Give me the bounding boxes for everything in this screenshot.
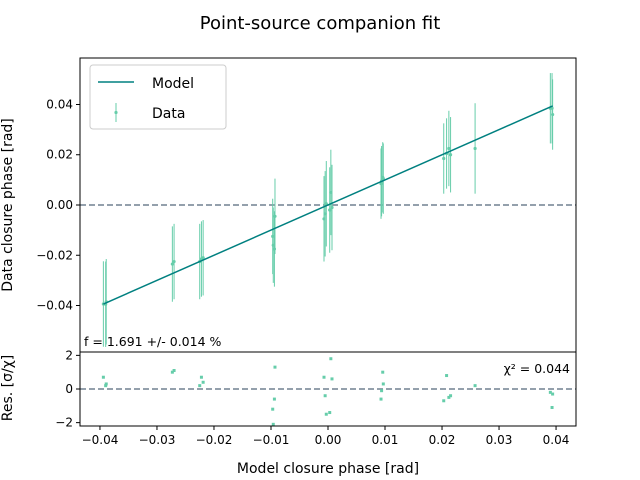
top-plot-area xyxy=(80,73,576,347)
data-point xyxy=(172,259,176,264)
residual-point xyxy=(548,390,552,394)
data-point xyxy=(381,177,385,181)
residual-point xyxy=(324,412,328,416)
x-tick-label: −0.04 xyxy=(82,433,119,447)
x-tick-label: 0.02 xyxy=(429,433,456,447)
residual-point xyxy=(104,384,108,388)
bottom-y-axis-label: Res. [σ/χ] xyxy=(0,355,16,422)
data-point xyxy=(271,234,275,239)
data-point xyxy=(551,112,555,117)
x-tick-label: 0.00 xyxy=(315,433,342,447)
top-y-tick-label: 0.02 xyxy=(46,148,73,162)
residual-point xyxy=(101,375,105,379)
data-point xyxy=(442,156,446,161)
residual-point xyxy=(201,380,205,384)
residual-point xyxy=(473,384,477,388)
residual-point xyxy=(271,422,275,426)
data-point xyxy=(330,205,334,210)
x-tick-label: 0.04 xyxy=(543,433,570,447)
residual-point xyxy=(381,382,385,386)
residual-point xyxy=(381,370,385,374)
residual-point xyxy=(198,384,202,388)
data-point xyxy=(324,202,328,206)
chart-title: Point-source companion fit xyxy=(200,13,441,34)
data-point xyxy=(473,146,477,151)
top-y-axis-label: Data closure phase [rad] xyxy=(0,118,16,292)
data-point xyxy=(272,247,277,251)
x-tick-label: −0.02 xyxy=(196,433,233,447)
data-point xyxy=(170,262,174,266)
top-y-tick-label: 0.00 xyxy=(46,198,73,212)
residual-point xyxy=(550,406,554,409)
residual-point xyxy=(442,399,446,403)
residual-point xyxy=(551,392,555,396)
data-point xyxy=(448,153,453,157)
bottom-plot-area xyxy=(80,357,576,426)
legend: Model Data xyxy=(89,64,227,130)
residual-point xyxy=(172,369,176,372)
top-y-ticks: −0.04 −0.02 0.00 0.02 0.04 xyxy=(36,97,80,313)
residual-point xyxy=(322,375,326,379)
top-y-tick-label: −0.02 xyxy=(36,248,73,262)
top-panel: −0.04 −0.02 0.00 0.02 0.04 Data closure phas… xyxy=(0,57,577,353)
residual-point xyxy=(449,394,453,398)
residual-point xyxy=(328,411,332,415)
residual-point xyxy=(273,365,277,369)
residual-point xyxy=(379,397,383,401)
residual-point xyxy=(445,374,449,378)
bottom-panel: −202 Res. [σ/χ] χ² = 0.044 −0.04 −0.03 −0.… xyxy=(0,348,577,477)
x-tick-label: 0.01 xyxy=(372,433,399,447)
residual-point xyxy=(380,389,384,393)
data-point xyxy=(201,256,205,260)
bottom-y-tick-label: 2 xyxy=(65,348,73,362)
legend-model-label: Model xyxy=(152,76,194,92)
legend-data-swatch-point xyxy=(114,110,118,115)
x-tick-label: 0.03 xyxy=(486,433,513,447)
residual-point xyxy=(199,375,203,379)
residual-point xyxy=(330,377,334,381)
top-y-tick-label: 0.04 xyxy=(46,97,73,111)
data-point xyxy=(273,214,277,218)
residual-point xyxy=(323,394,327,398)
model-line xyxy=(103,105,553,305)
top-y-tick-label: −0.04 xyxy=(36,299,73,313)
x-tick-label: −0.03 xyxy=(139,433,176,447)
residual-point xyxy=(104,382,108,386)
fit-annotation: f = 1.691 +/- 0.014 % xyxy=(84,334,222,349)
residual-point xyxy=(272,397,276,401)
x-tick-label: −0.01 xyxy=(253,433,290,447)
x-ticks: −0.04 −0.03 −0.02 −0.01 0.00 0.01 0.02 0.03 0.04 xyxy=(82,426,570,447)
residual-point xyxy=(271,407,275,411)
bottom-y-ticks: −2 0 2 xyxy=(55,348,80,430)
residual-point xyxy=(329,357,333,361)
data-point xyxy=(447,146,451,151)
residual-point xyxy=(447,395,451,399)
residual-point xyxy=(170,370,174,374)
legend-data-label: Data xyxy=(152,106,185,122)
bottom-y-tick-label: −2 xyxy=(55,416,73,430)
chi2-annotation: χ² = 0.044 xyxy=(504,361,570,376)
x-axis-label: Model closure phase [rad] xyxy=(237,461,419,477)
legend-box xyxy=(89,64,227,130)
bottom-y-tick-label: 0 xyxy=(65,382,73,396)
